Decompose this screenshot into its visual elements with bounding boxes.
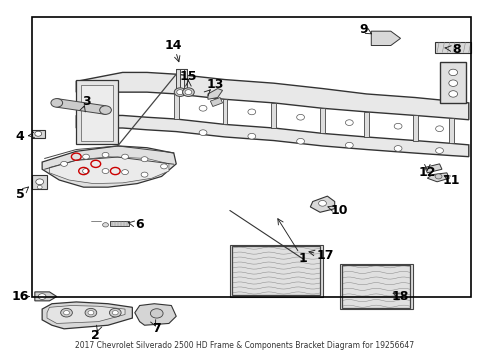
Polygon shape [76,116,468,157]
Polygon shape [210,98,222,107]
Text: 12: 12 [418,166,435,179]
Circle shape [184,90,191,95]
Polygon shape [424,164,441,173]
Circle shape [61,309,72,317]
Circle shape [100,106,111,114]
Text: 10: 10 [330,204,347,217]
Bar [32,17,470,297]
Bar [183,69,187,89]
Polygon shape [207,89,222,99]
Text: 5: 5 [16,188,24,201]
Polygon shape [310,196,334,212]
Circle shape [199,130,206,135]
Circle shape [434,174,441,179]
Circle shape [182,88,194,96]
Polygon shape [434,42,470,53]
Text: 14: 14 [165,39,182,52]
Circle shape [448,91,457,97]
Circle shape [85,309,97,317]
Circle shape [102,168,109,174]
Circle shape [141,172,148,177]
Circle shape [122,170,128,175]
Bar [412,116,417,140]
Text: 17: 17 [316,249,333,262]
Bar [229,244,322,297]
Text: 15: 15 [179,69,197,82]
Text: 11: 11 [442,174,460,186]
Circle shape [38,294,46,300]
Circle shape [393,123,401,129]
Circle shape [51,99,62,107]
Circle shape [393,145,401,151]
Circle shape [112,311,118,315]
Circle shape [82,154,89,159]
Circle shape [448,69,457,76]
Circle shape [102,223,108,227]
Circle shape [174,88,185,96]
Circle shape [141,157,148,162]
Bar [363,112,368,137]
Circle shape [109,309,121,317]
Polygon shape [76,72,468,120]
Text: 7: 7 [152,322,161,335]
Circle shape [199,105,206,111]
Polygon shape [32,130,44,138]
Text: 18: 18 [391,290,408,303]
Circle shape [63,311,69,315]
Text: 9: 9 [359,23,367,36]
Text: 6: 6 [135,218,143,231]
Bar [271,103,276,128]
Circle shape [160,164,167,169]
Polygon shape [370,31,400,45]
Text: 1: 1 [298,252,307,265]
Circle shape [122,154,128,159]
Circle shape [435,148,443,153]
Text: 13: 13 [206,78,224,91]
Polygon shape [42,302,132,329]
Polygon shape [427,173,448,182]
Polygon shape [49,157,168,184]
Bar [173,94,178,119]
Text: 8: 8 [451,42,460,55]
Text: 4: 4 [16,130,24,144]
Circle shape [176,90,183,95]
Text: 3: 3 [81,95,90,108]
Circle shape [247,109,255,115]
Text: 16: 16 [12,290,29,303]
Bar [339,264,412,309]
Circle shape [345,120,352,126]
Bar [320,108,325,134]
Circle shape [88,311,94,315]
Circle shape [102,152,109,157]
Bar [76,80,118,144]
Circle shape [150,309,163,318]
Circle shape [296,138,304,144]
Bar [439,62,466,103]
Circle shape [36,179,43,185]
Polygon shape [47,306,125,323]
Circle shape [296,114,304,120]
Circle shape [82,168,89,174]
Text: 2: 2 [91,329,100,342]
Bar [110,221,129,226]
Polygon shape [35,292,57,301]
Polygon shape [32,175,47,189]
Bar [448,118,453,143]
Circle shape [318,201,326,206]
Polygon shape [57,99,105,114]
Polygon shape [42,146,176,187]
Circle shape [35,131,41,136]
Circle shape [37,185,42,189]
Circle shape [448,80,457,86]
Circle shape [435,126,443,132]
Bar [176,69,180,89]
Text: 2017 Chevrolet Silverado 2500 HD Frame & Components Bracket Diagram for 19256647: 2017 Chevrolet Silverado 2500 HD Frame &… [75,341,413,350]
Bar [81,85,113,140]
Polygon shape [135,304,176,325]
Bar [222,99,227,125]
Circle shape [247,134,255,139]
Circle shape [345,142,352,148]
Circle shape [61,161,67,166]
